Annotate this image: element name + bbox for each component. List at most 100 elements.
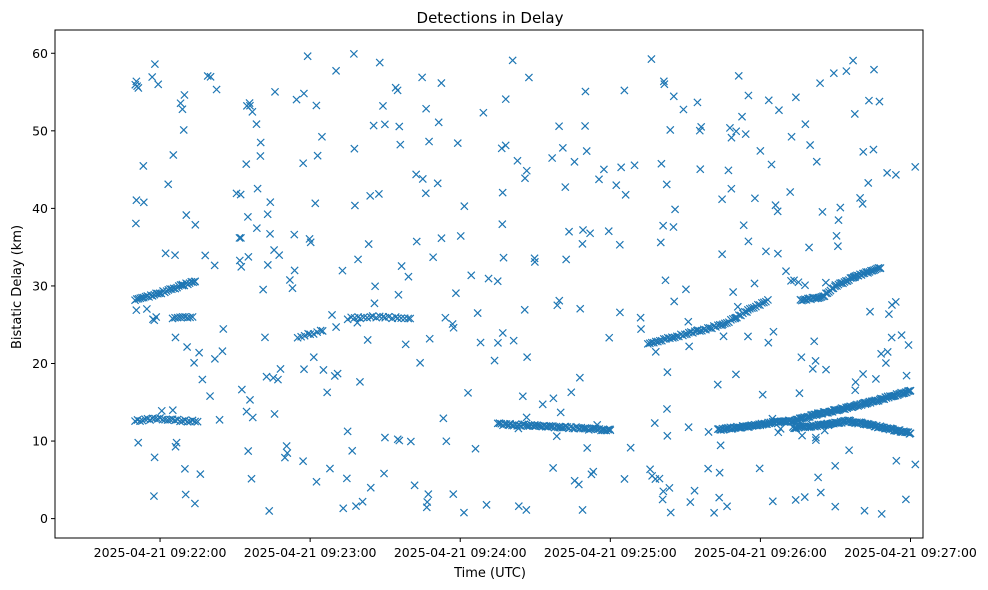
detection-point xyxy=(548,153,557,163)
detection-point xyxy=(412,170,421,179)
detection-point xyxy=(437,79,446,88)
detection-point xyxy=(768,414,777,423)
detection-point xyxy=(715,468,724,477)
detection-point xyxy=(523,353,532,362)
detection-point xyxy=(325,464,334,473)
detection-point xyxy=(164,180,173,189)
y-axis-label: Bistatic Delay (km) xyxy=(10,225,25,349)
detection-point xyxy=(265,506,274,515)
detection-point xyxy=(451,289,460,298)
detection-point xyxy=(434,118,443,127)
detection-point xyxy=(731,313,740,322)
detection-point xyxy=(188,312,197,321)
detection-point xyxy=(203,71,212,81)
detection-point xyxy=(406,437,415,446)
detection-point xyxy=(359,313,368,322)
detection-point xyxy=(351,502,360,511)
detection-point xyxy=(422,503,431,512)
detection-point xyxy=(154,80,163,89)
detection-point xyxy=(841,276,850,285)
detection-point xyxy=(266,198,275,207)
detection-point xyxy=(750,279,759,288)
detection-point xyxy=(727,184,736,193)
detection-point xyxy=(237,262,246,271)
detection-point xyxy=(467,271,476,280)
detection-point xyxy=(132,196,141,205)
detection-point xyxy=(851,378,860,387)
detection-point xyxy=(139,198,148,207)
detection-point xyxy=(501,95,510,104)
detection-point xyxy=(429,253,438,262)
detection-point xyxy=(404,272,413,281)
detection-point xyxy=(178,105,187,114)
detection-point xyxy=(139,161,148,170)
detection-point xyxy=(181,416,190,425)
detection-point xyxy=(860,506,869,515)
detection-point xyxy=(150,60,159,69)
detection-point xyxy=(665,483,674,492)
detection-point xyxy=(637,325,646,334)
detection-point xyxy=(801,281,810,290)
detection-point xyxy=(490,356,499,365)
detection-point xyxy=(713,380,722,389)
detection-point xyxy=(884,310,893,319)
detection-point xyxy=(416,358,425,367)
detection-point xyxy=(892,456,901,465)
detection-point xyxy=(901,495,910,504)
detection-point xyxy=(758,390,767,399)
detection-point xyxy=(704,427,713,436)
detection-point xyxy=(849,56,858,65)
detection-point xyxy=(339,504,348,513)
detection-point xyxy=(182,211,191,220)
detection-point xyxy=(201,251,210,260)
detection-point xyxy=(881,358,890,368)
detection-point xyxy=(283,449,292,458)
detection-point xyxy=(587,470,596,479)
detection-point xyxy=(171,251,180,260)
detection-point xyxy=(401,340,410,349)
detection-point xyxy=(244,252,253,261)
detection-point xyxy=(421,189,430,198)
detection-point xyxy=(662,180,671,189)
detection-point xyxy=(904,340,913,350)
detection-point xyxy=(786,276,796,285)
detection-point xyxy=(134,438,143,447)
detection-point xyxy=(358,497,367,506)
detection-point xyxy=(498,188,507,197)
detection-point xyxy=(575,373,584,382)
detection-point xyxy=(453,139,462,148)
detection-point xyxy=(153,289,162,298)
detection-point xyxy=(169,150,178,160)
detection-point xyxy=(859,370,868,379)
detection-point xyxy=(157,406,166,415)
detection-point xyxy=(459,508,468,517)
detection-point xyxy=(686,498,695,507)
detection-point xyxy=(439,414,448,423)
detection-point xyxy=(851,386,860,395)
detection-point xyxy=(327,310,337,319)
detection-point xyxy=(791,495,800,504)
detection-point xyxy=(464,388,473,397)
detection-point xyxy=(179,125,188,134)
detection-point xyxy=(764,338,773,347)
detection-point xyxy=(437,234,446,243)
detection-point xyxy=(555,122,564,131)
detection-point xyxy=(578,505,587,514)
detection-point xyxy=(661,276,670,285)
detection-point xyxy=(374,189,383,198)
detection-point xyxy=(396,140,405,149)
detection-point xyxy=(484,274,493,283)
detection-point xyxy=(189,278,198,287)
detection-point xyxy=(172,438,181,447)
detection-point xyxy=(816,79,825,88)
detection-point xyxy=(262,372,271,381)
detection-point xyxy=(695,126,704,135)
detection-point xyxy=(825,407,834,416)
detection-point xyxy=(380,120,389,129)
detection-point xyxy=(763,295,772,304)
detection-point xyxy=(323,388,332,397)
detection-point xyxy=(599,165,608,174)
detection-point xyxy=(522,413,531,422)
detection-point xyxy=(259,285,268,294)
detection-point xyxy=(816,488,825,497)
